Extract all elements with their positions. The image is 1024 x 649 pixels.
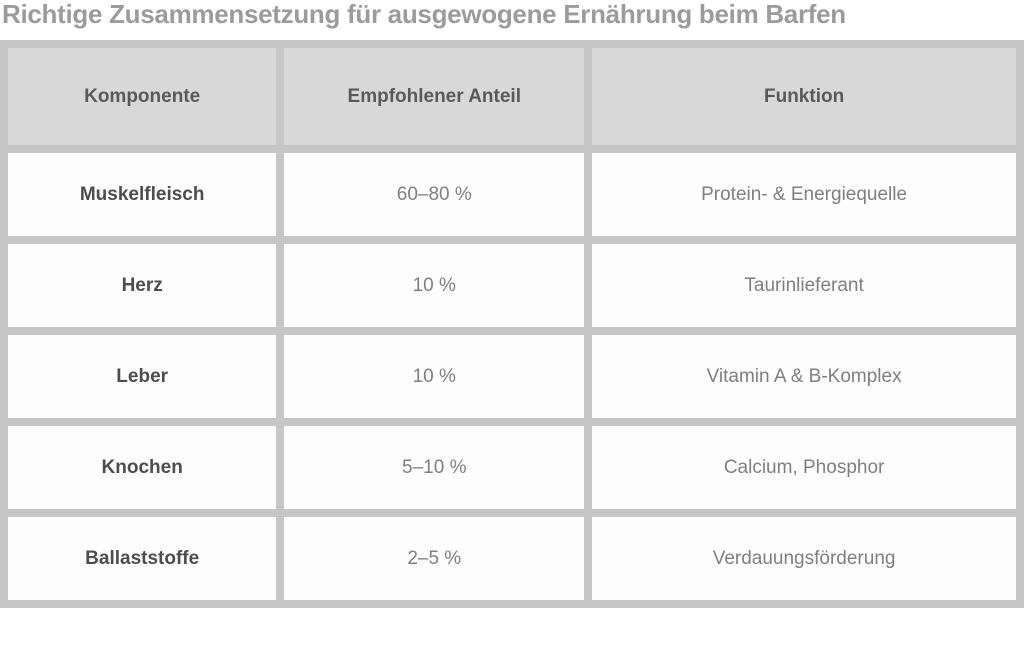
- cell-komponente: Leber: [0, 327, 285, 426]
- cell-anteil: 5–10 %: [276, 418, 593, 517]
- page-title: Richtige Zusammensetzung für ausgewogene…: [2, 0, 846, 29]
- barf-composition-table: Komponente Empfohlener Anteil Funktion M…: [0, 40, 1024, 608]
- table-row: Herz 10 % Taurinlieferant: [0, 236, 1024, 335]
- table-row: Leber 10 % Vitamin A & B-Komplex: [0, 327, 1024, 426]
- table-body: Muskelfleisch 60–80 % Protein- & Energie…: [0, 145, 1024, 608]
- table-row: Ballaststoffe 2–5 % Verdauungsförderung: [0, 509, 1024, 608]
- cell-funktion: Verdauungsförderung: [584, 509, 1024, 608]
- cell-anteil: 10 %: [276, 327, 593, 426]
- cell-anteil: 2–5 %: [276, 509, 593, 608]
- cell-komponente: Muskelfleisch: [0, 145, 285, 244]
- cell-funktion: Protein- & Energiequelle: [584, 145, 1024, 244]
- cell-komponente: Herz: [0, 236, 285, 335]
- column-header-komponente: Komponente: [0, 40, 285, 153]
- column-header-anteil: Empfohlener Anteil: [276, 40, 593, 153]
- cell-anteil: 10 %: [276, 236, 593, 335]
- table-row: Knochen 5–10 % Calcium, Phosphor: [0, 418, 1024, 517]
- cell-funktion: Vitamin A & B-Komplex: [584, 327, 1024, 426]
- cell-komponente: Ballaststoffe: [0, 509, 285, 608]
- table-header: Komponente Empfohlener Anteil Funktion: [0, 40, 1024, 153]
- cell-komponente: Knochen: [0, 418, 285, 517]
- cell-anteil: 60–80 %: [276, 145, 593, 244]
- cell-funktion: Calcium, Phosphor: [584, 418, 1024, 517]
- cell-funktion: Taurinlieferant: [584, 236, 1024, 335]
- table-row: Muskelfleisch 60–80 % Protein- & Energie…: [0, 145, 1024, 244]
- column-header-funktion: Funktion: [584, 40, 1024, 153]
- table-header-row: Komponente Empfohlener Anteil Funktion: [0, 40, 1024, 153]
